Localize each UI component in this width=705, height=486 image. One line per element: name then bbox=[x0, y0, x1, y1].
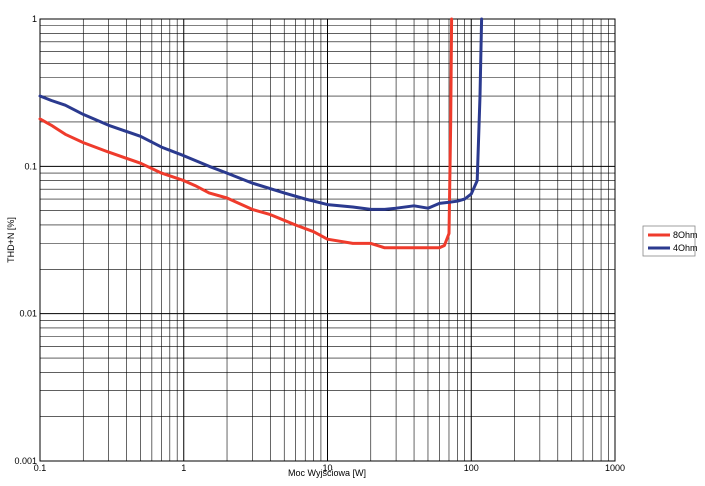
series-lines bbox=[38, 17, 484, 250]
y-axis-label: THD+N [%] bbox=[6, 217, 16, 263]
series-line-4ohm bbox=[38, 17, 484, 211]
grid bbox=[40, 19, 615, 461]
legend-box bbox=[642, 225, 696, 257]
legend-label-8ohm: 8Ohm bbox=[673, 230, 698, 240]
x-tick-label: 100 bbox=[464, 463, 479, 473]
tick-labels: 0.1 1 10 100 1000 0.001 0.01 0.1 1 bbox=[14, 14, 625, 473]
series-line-8ohm bbox=[38, 17, 454, 250]
y-tick-label: 1 bbox=[32, 14, 37, 24]
x-tick-label: 1000 bbox=[605, 463, 625, 473]
x-tick-label: 1 bbox=[181, 463, 186, 473]
y-tick-label: 0.01 bbox=[19, 309, 37, 319]
x-axis-label: Moc Wyjściowa [W] bbox=[288, 468, 366, 478]
x-tick-label: 0.1 bbox=[34, 463, 47, 473]
y-tick-label: 0.1 bbox=[24, 161, 37, 171]
legend-label-4ohm: 4Ohm bbox=[673, 243, 698, 253]
x-tick-label: 10 bbox=[322, 463, 332, 473]
legend: 8Ohm 4Ohm bbox=[642, 225, 698, 257]
y-tick-label: 0.001 bbox=[14, 456, 37, 466]
